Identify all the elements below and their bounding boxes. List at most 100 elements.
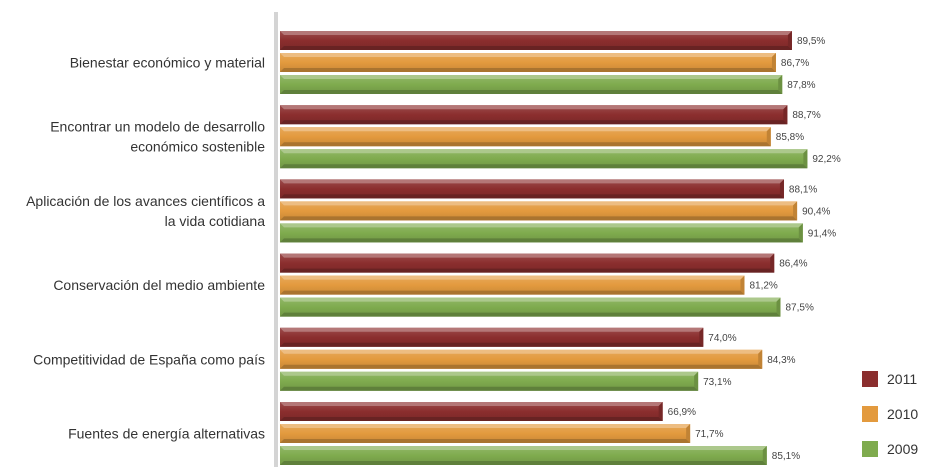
- bar-bevel-top: [280, 75, 783, 79]
- bar-bevel-bottom: [280, 312, 781, 317]
- bar-bevel-end: [778, 75, 783, 94]
- bar-bevel-bottom: [280, 461, 767, 465]
- value-label: 81,2%: [749, 281, 777, 292]
- category-label: Bienestar económico y material: [70, 55, 265, 71]
- bar-bevel-top: [280, 127, 771, 132]
- bar-face: [280, 253, 775, 273]
- bar-bevel-bottom: [280, 364, 763, 369]
- bar-2011-3: [280, 179, 784, 199]
- bar-bevel-end: [686, 424, 691, 443]
- value-label: 84,3%: [767, 355, 795, 366]
- bar-bevel-bottom: [280, 290, 745, 295]
- bar-2010-3: [280, 201, 798, 221]
- bar-bevel-end: [762, 446, 767, 465]
- value-label: 88,7%: [792, 110, 820, 121]
- legend-swatch-2010: [862, 406, 878, 422]
- bar-2010-2: [280, 127, 771, 147]
- category-label: Aplicación de los avances científicos a: [26, 193, 265, 209]
- bar-bevel-end: [787, 31, 792, 50]
- category-label: Fuentes de energía alternativas: [68, 426, 265, 442]
- category-label: Conservación del medio ambiente: [53, 277, 265, 293]
- bar-bevel-end: [803, 149, 808, 169]
- bar-2011-1: [280, 31, 792, 50]
- bar-bevel-top: [280, 297, 781, 302]
- bar-2011-4: [280, 253, 775, 273]
- bar-bevel-top: [280, 31, 792, 35]
- bar-bevel-bottom: [280, 238, 803, 243]
- value-label: 90,4%: [802, 206, 830, 217]
- bar-bevel-top: [280, 149, 808, 154]
- bar-2009-2: [280, 149, 808, 169]
- bar-2009-1: [280, 75, 783, 94]
- bar-bevel-end: [793, 201, 798, 221]
- legend-label-2010: 2010: [887, 406, 918, 422]
- bar-bevel-top: [280, 223, 803, 228]
- bar-bevel-top: [280, 349, 763, 354]
- value-label: 86,7%: [781, 58, 809, 69]
- bar-bevel-end: [699, 327, 704, 347]
- bar-2009-6: [280, 446, 767, 465]
- value-label: 85,1%: [772, 451, 800, 462]
- bar-bevel-top: [280, 424, 691, 428]
- value-label: 85,8%: [776, 132, 804, 143]
- bar-face: [280, 327, 704, 347]
- legend-label-2011: 2011: [887, 371, 917, 387]
- bar-face: [280, 201, 798, 221]
- bar-bevel-top: [280, 402, 663, 406]
- bar-2009-5: [280, 371, 699, 391]
- value-label: 92,2%: [812, 154, 840, 165]
- value-label: 86,4%: [779, 259, 807, 270]
- bar-bevel-bottom: [280, 439, 691, 443]
- bar-bevel-end: [779, 179, 784, 199]
- value-label: 74,0%: [708, 333, 736, 344]
- bar-face: [280, 223, 803, 243]
- bar-2011-6: [280, 402, 663, 421]
- bar-bevel-top: [280, 327, 704, 332]
- bar-face: [280, 349, 763, 369]
- bar-bevel-top: [280, 371, 699, 376]
- bar-face: [280, 275, 745, 295]
- bar-face: [280, 402, 663, 421]
- bar-bevel-bottom: [280, 216, 798, 221]
- bar-bevel-bottom: [280, 142, 771, 147]
- bar-face: [280, 424, 691, 443]
- bar-bevel-bottom: [280, 164, 808, 169]
- value-label: 66,9%: [668, 407, 696, 418]
- value-label: 73,1%: [703, 377, 731, 388]
- value-label: 87,5%: [786, 303, 814, 314]
- bar-bevel-top: [280, 179, 784, 184]
- category-label: económico sostenible: [130, 139, 265, 155]
- bar-bevel-end: [758, 349, 763, 369]
- bar-2009-4: [280, 297, 781, 317]
- legend-swatch-2009: [862, 441, 878, 457]
- bar-bevel-top: [280, 446, 767, 450]
- bar-2010-6: [280, 424, 691, 443]
- bar-face: [280, 31, 792, 50]
- bar-bevel-bottom: [280, 68, 776, 72]
- bar-bevel-bottom: [280, 386, 699, 391]
- value-label: 88,1%: [789, 184, 817, 195]
- bar-bevel-bottom: [280, 417, 663, 421]
- bar-bevel-end: [694, 371, 699, 391]
- bar-bevel-bottom: [280, 90, 783, 94]
- value-label: 91,4%: [808, 228, 836, 239]
- bar-bevel-top: [280, 53, 776, 57]
- bar-bevel-end: [771, 53, 776, 72]
- value-label: 89,5%: [797, 36, 825, 47]
- bar-face: [280, 75, 783, 94]
- bar-2010-5: [280, 349, 763, 369]
- bar-face: [280, 371, 699, 391]
- category-label: Competitividad de España como país: [33, 351, 265, 367]
- bar-bevel-end: [658, 402, 663, 421]
- bar-2011-5: [280, 327, 704, 347]
- bar-bevel-top: [280, 201, 798, 206]
- bar-bevel-end: [783, 105, 788, 125]
- bar-face: [280, 179, 784, 199]
- bar-bevel-end: [770, 253, 775, 273]
- bar-face: [280, 297, 781, 317]
- bar-bevel-bottom: [280, 194, 784, 199]
- bar-bevel-end: [776, 297, 781, 317]
- bar-2011-2: [280, 105, 788, 125]
- y-axis-line: [274, 12, 278, 467]
